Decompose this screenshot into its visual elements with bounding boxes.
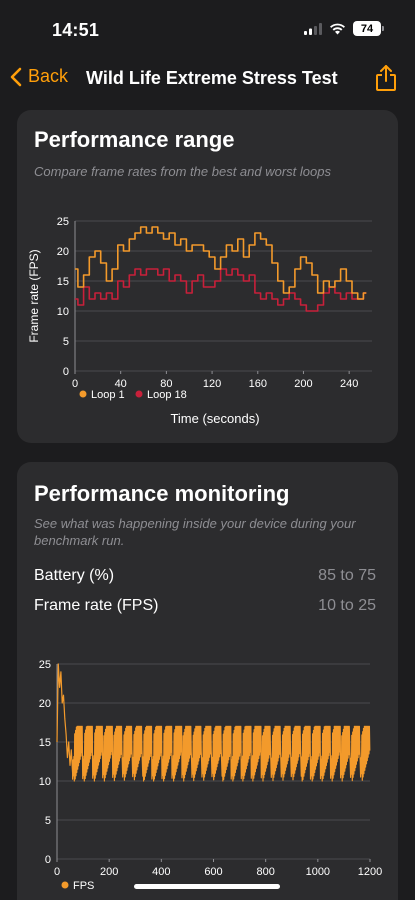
legend-label: Loop 1: [91, 389, 125, 401]
x-tick-label: 200: [294, 378, 312, 390]
x-tick-label: 40: [115, 378, 127, 390]
y-tick-label: 20: [39, 698, 51, 710]
y-tick-label: 5: [45, 815, 51, 827]
fps-series-line: [56, 663, 371, 782]
performance-range-card: Performance range Compare frame rates fr…: [17, 110, 398, 443]
x-tick-label: 120: [203, 378, 221, 390]
nav-bar: Back Wild Life Extreme Stress Test: [0, 62, 415, 102]
y-tick-label: 15: [57, 276, 69, 288]
y-tick-label: 15: [39, 737, 51, 749]
x-tick-label: 240: [340, 378, 358, 390]
y-axis-label: Frame rate (FPS): [27, 249, 41, 342]
back-button-label: Back: [28, 66, 69, 86]
legend-marker: [79, 390, 87, 398]
home-indicator: [134, 884, 280, 889]
performance-range-title: Performance range: [34, 127, 235, 152]
y-tick-label: 10: [39, 776, 51, 788]
series-line: [75, 226, 367, 300]
status-time: 14:51: [52, 20, 100, 40]
y-tick-label: 25: [39, 659, 51, 671]
battery-stat-value: 85 to 75: [318, 567, 376, 584]
framerate-stat-label: Frame rate (FPS): [34, 597, 159, 614]
share-icon: [376, 65, 396, 91]
back-button[interactable]: Back: [10, 66, 68, 87]
status-bar: 14:51 74: [0, 0, 415, 62]
chevron-left-icon: [10, 67, 22, 86]
battery-stat-label: Battery (%): [34, 567, 115, 584]
performance-monitoring-chart: 0 5 10 15 20 25 0 200 400 600 800 1000 1200 FPS: [39, 659, 382, 892]
legend-label: Loop 18: [147, 389, 187, 401]
x-tick-label: 200: [100, 866, 118, 878]
framerate-stat-value: 10 to 25: [318, 597, 376, 614]
share-button[interactable]: [375, 64, 397, 97]
y-tick-label: 25: [57, 216, 69, 228]
performance-range-subtitle: Compare frame rates from the best and wo…: [34, 164, 331, 179]
y-tick-label: 10: [57, 306, 69, 318]
y-tick-label: 0: [45, 854, 51, 866]
performance-monitoring-card: Performance monitoring See what was happ…: [17, 462, 398, 900]
status-icons: 74: [304, 21, 384, 36]
y-tick-label: 0: [63, 366, 69, 378]
x-axis-label: Time (seconds): [170, 411, 259, 426]
legend-marker: [61, 881, 69, 889]
performance-range-chart: 0 5 10 15 20 25 0 40 80 120 160 200 240 Frame rate (F…: [27, 216, 372, 426]
y-tick-label: 5: [63, 336, 69, 348]
y-tick-label: 20: [57, 246, 69, 258]
x-tick-label: 600: [204, 866, 222, 878]
page-title: Wild Life Extreme Stress Test: [86, 68, 338, 88]
battery-icon: 74: [353, 21, 384, 36]
legend-marker: [135, 390, 143, 398]
wifi-icon: [330, 23, 345, 34]
x-tick-label: 1000: [306, 866, 330, 878]
cellular-signal-icon: [304, 22, 322, 35]
series-line: [75, 268, 367, 312]
x-tick-label: 80: [160, 378, 172, 390]
x-tick-label: 0: [72, 378, 78, 390]
x-tick-label: 0: [54, 866, 60, 878]
performance-monitoring-subtitle: See what was happening inside your devic…: [34, 516, 356, 548]
x-tick-label: 1200: [358, 866, 382, 878]
x-tick-label: 160: [249, 378, 267, 390]
x-tick-label: 800: [256, 866, 274, 878]
x-tick-label: 400: [152, 866, 170, 878]
legend-label: FPS: [73, 880, 94, 892]
performance-monitoring-title: Performance monitoring: [34, 481, 290, 506]
